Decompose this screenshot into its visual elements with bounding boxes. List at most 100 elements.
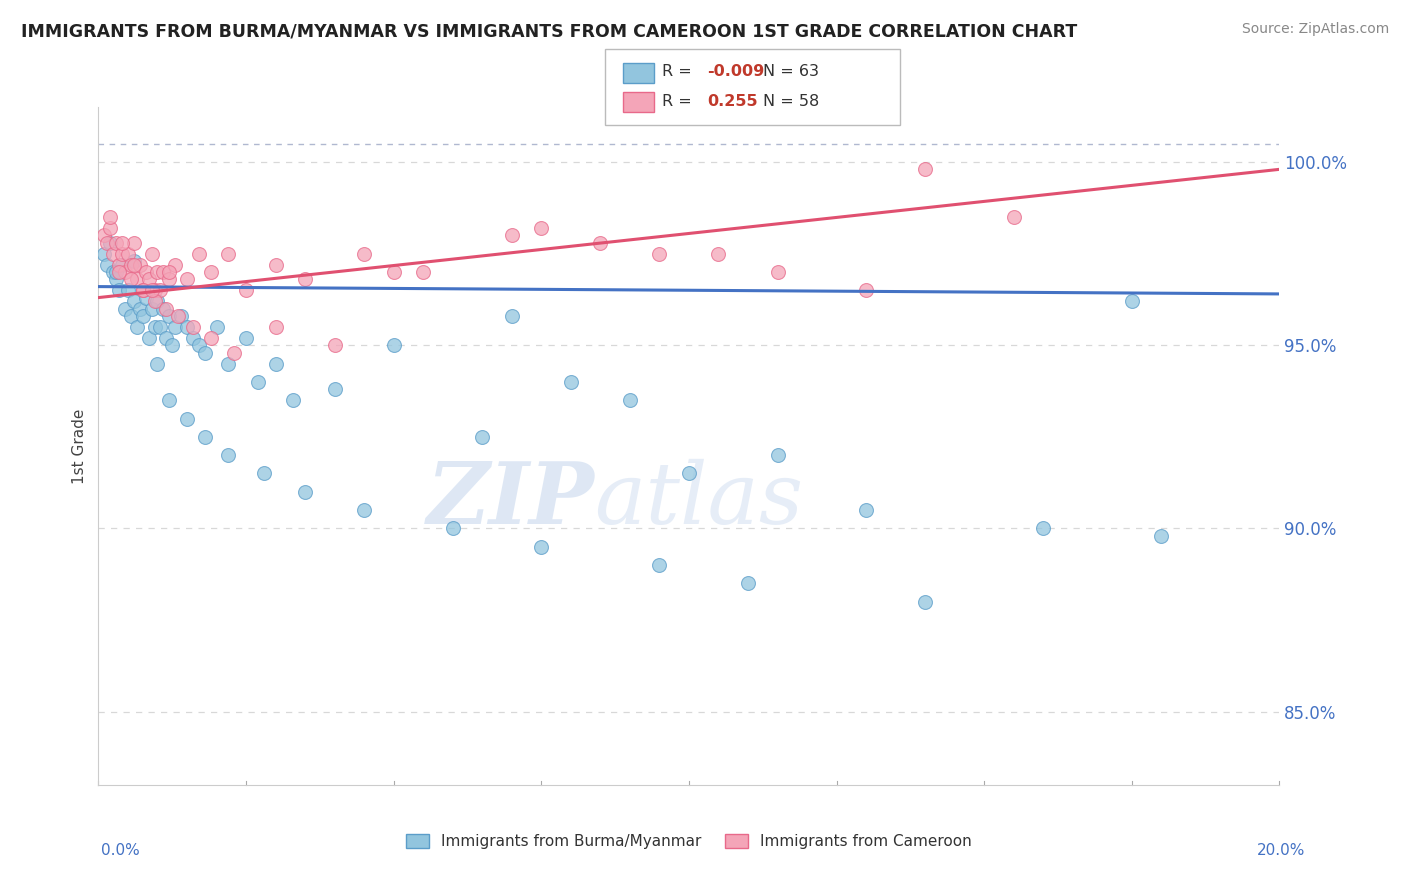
Point [114, 265, 136, 279]
Point [648, 558, 671, 573]
Point [143, 319, 166, 334]
Point [707, 246, 730, 260]
Point [294, 484, 316, 499]
Point [165, 258, 187, 272]
Point [170, 309, 193, 323]
Point [855, 503, 877, 517]
Point [157, 265, 180, 279]
Point [132, 283, 155, 297]
Point [152, 265, 174, 279]
Point [132, 309, 155, 323]
Point [246, 375, 269, 389]
Point [264, 258, 287, 272]
Text: N = 63: N = 63 [763, 64, 820, 79]
Point [135, 265, 157, 279]
Point [111, 258, 134, 272]
Point [157, 272, 180, 286]
Point [96, 235, 118, 250]
Point [194, 430, 217, 444]
Point [264, 357, 287, 371]
Point [194, 345, 217, 359]
Text: 20.0%: 20.0% [1257, 843, 1305, 858]
Point [146, 357, 169, 371]
Point [108, 283, 131, 297]
Point [501, 309, 523, 323]
Point [141, 246, 163, 260]
Point [117, 283, 139, 297]
Point [181, 319, 204, 334]
Point [93, 228, 115, 243]
Point [353, 246, 375, 260]
Point [111, 246, 134, 260]
Point [1150, 529, 1173, 543]
Point [105, 265, 128, 279]
Point [382, 265, 405, 279]
Point [176, 411, 198, 425]
Point [855, 283, 877, 297]
Point [353, 503, 375, 517]
Point [157, 393, 180, 408]
Point [187, 338, 209, 352]
Y-axis label: 1st Grade: 1st Grade [72, 409, 87, 483]
Point [217, 357, 239, 371]
Point [157, 309, 180, 323]
Point [1121, 294, 1143, 309]
Point [152, 301, 174, 316]
Point [122, 254, 145, 268]
Point [914, 595, 936, 609]
Point [132, 283, 155, 297]
Point [135, 291, 157, 305]
Point [162, 338, 183, 352]
Point [96, 258, 118, 272]
Point [323, 338, 346, 352]
Point [678, 467, 700, 481]
Point [108, 265, 131, 279]
Point [146, 294, 169, 309]
Text: R =: R = [662, 94, 697, 109]
Point [589, 235, 612, 250]
Text: -0.009: -0.009 [707, 64, 765, 79]
Point [217, 448, 239, 462]
Text: N = 58: N = 58 [763, 94, 820, 109]
Point [181, 331, 204, 345]
Point [138, 331, 160, 345]
Point [1002, 210, 1025, 224]
Point [217, 246, 239, 260]
Point [149, 319, 172, 334]
Point [766, 448, 789, 462]
Point [111, 235, 134, 250]
Point [224, 345, 246, 359]
Point [141, 283, 163, 297]
Point [105, 272, 128, 286]
Point [264, 319, 287, 334]
Point [128, 301, 150, 316]
Point [103, 265, 125, 279]
Point [167, 309, 190, 323]
Text: ZIP: ZIP [426, 458, 595, 542]
Point [93, 246, 115, 260]
Point [323, 382, 346, 396]
Point [200, 331, 222, 345]
Point [914, 162, 936, 177]
Point [441, 521, 464, 535]
Point [200, 265, 222, 279]
Point [98, 235, 121, 250]
Point [103, 246, 125, 260]
Point [382, 338, 405, 352]
Point [235, 331, 257, 345]
Point [122, 258, 145, 272]
Point [165, 319, 187, 334]
Point [117, 246, 139, 260]
Point [143, 283, 166, 297]
Point [294, 272, 316, 286]
Point [530, 221, 553, 235]
Point [737, 576, 759, 591]
Point [120, 309, 142, 323]
Text: 0.0%: 0.0% [101, 843, 141, 858]
Point [125, 272, 148, 286]
Point [138, 272, 160, 286]
Point [471, 430, 494, 444]
Point [560, 375, 582, 389]
Point [122, 294, 145, 309]
Point [120, 272, 142, 286]
